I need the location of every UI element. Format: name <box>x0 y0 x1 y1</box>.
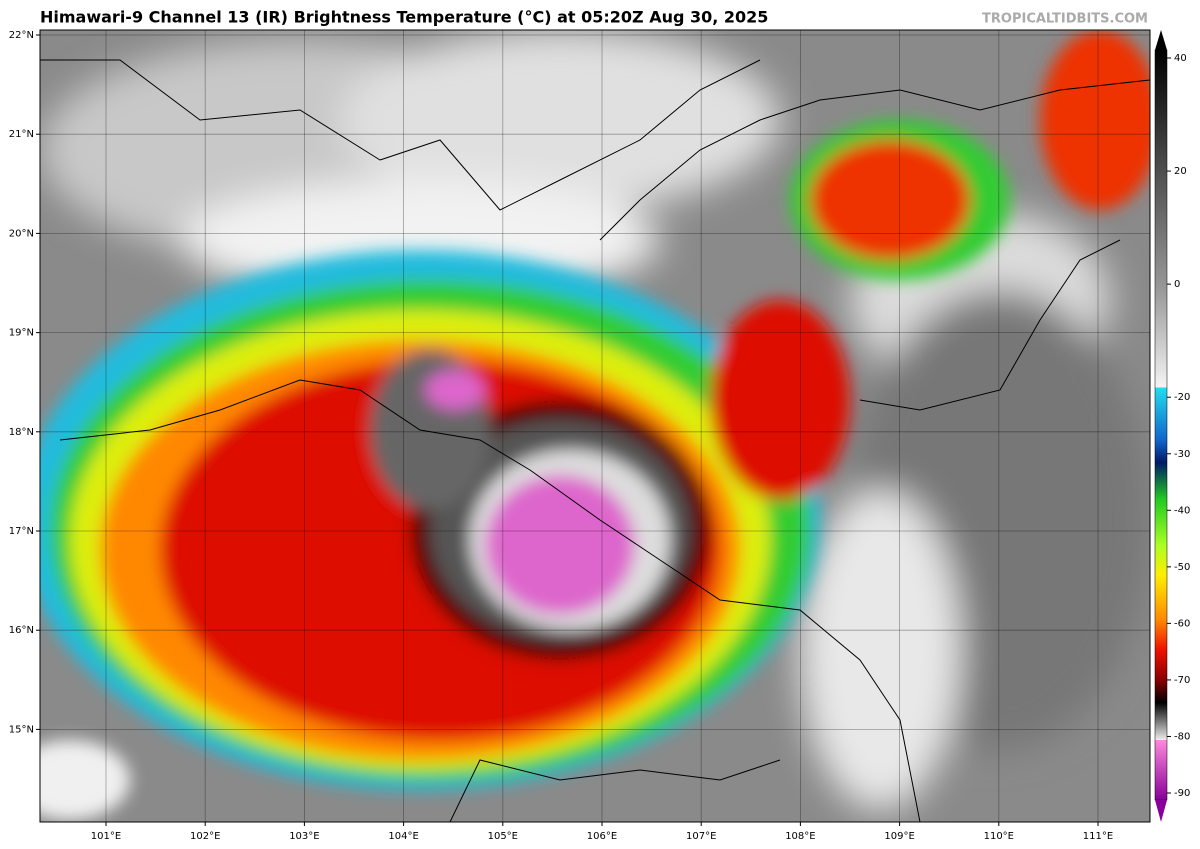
colorbar-label: -40 <box>1174 505 1190 516</box>
lat-label: 18°N <box>9 427 34 438</box>
lon-label: 106°E <box>587 831 617 842</box>
lat-label: 22°N <box>9 30 34 41</box>
lon-label: 109°E <box>884 831 914 842</box>
map-frame <box>39 29 1151 823</box>
colorbar-label: 40 <box>1174 53 1187 64</box>
lat-label: 15°N <box>9 724 34 735</box>
lon-label: 110°E <box>984 831 1014 842</box>
colorbar-label: -60 <box>1174 618 1190 629</box>
colorbar-extend <box>1155 800 1167 822</box>
source: TROPICALTIDBITS.COM <box>982 12 1148 27</box>
title: Himawari-9 Channel 13 (IR) Brightness Te… <box>40 8 768 27</box>
lat-label: 16°N <box>9 625 34 636</box>
colorbar-label: 0 <box>1174 279 1180 290</box>
colorbar-label: -70 <box>1174 675 1190 686</box>
lon-label: 105°E <box>488 831 518 842</box>
colorbar-label: -20 <box>1174 392 1190 403</box>
colorbar-label: -50 <box>1174 562 1190 573</box>
lon-label: 103°E <box>289 831 319 842</box>
colorbar-extend <box>1155 30 1167 50</box>
lon-label: 102°E <box>190 831 220 842</box>
colorbar-label: -80 <box>1174 731 1190 742</box>
lon-label: 111°E <box>1083 831 1113 842</box>
lat-label: 19°N <box>9 328 34 339</box>
colorbar-label: -90 <box>1174 788 1190 799</box>
lon-label: 101°E <box>91 831 121 842</box>
lon-label: 108°E <box>785 831 815 842</box>
lat-label: 20°N <box>9 228 34 239</box>
lon-label: 104°E <box>388 831 418 842</box>
satellite-image <box>40 30 1150 822</box>
colorbar-label: -30 <box>1174 449 1190 460</box>
colorbar-label: 20 <box>1174 166 1187 177</box>
lat-label: 17°N <box>9 526 34 537</box>
lon-label: 107°E <box>686 831 716 842</box>
colorbar <box>1154 49 1168 801</box>
lat-label: 21°N <box>9 129 34 140</box>
